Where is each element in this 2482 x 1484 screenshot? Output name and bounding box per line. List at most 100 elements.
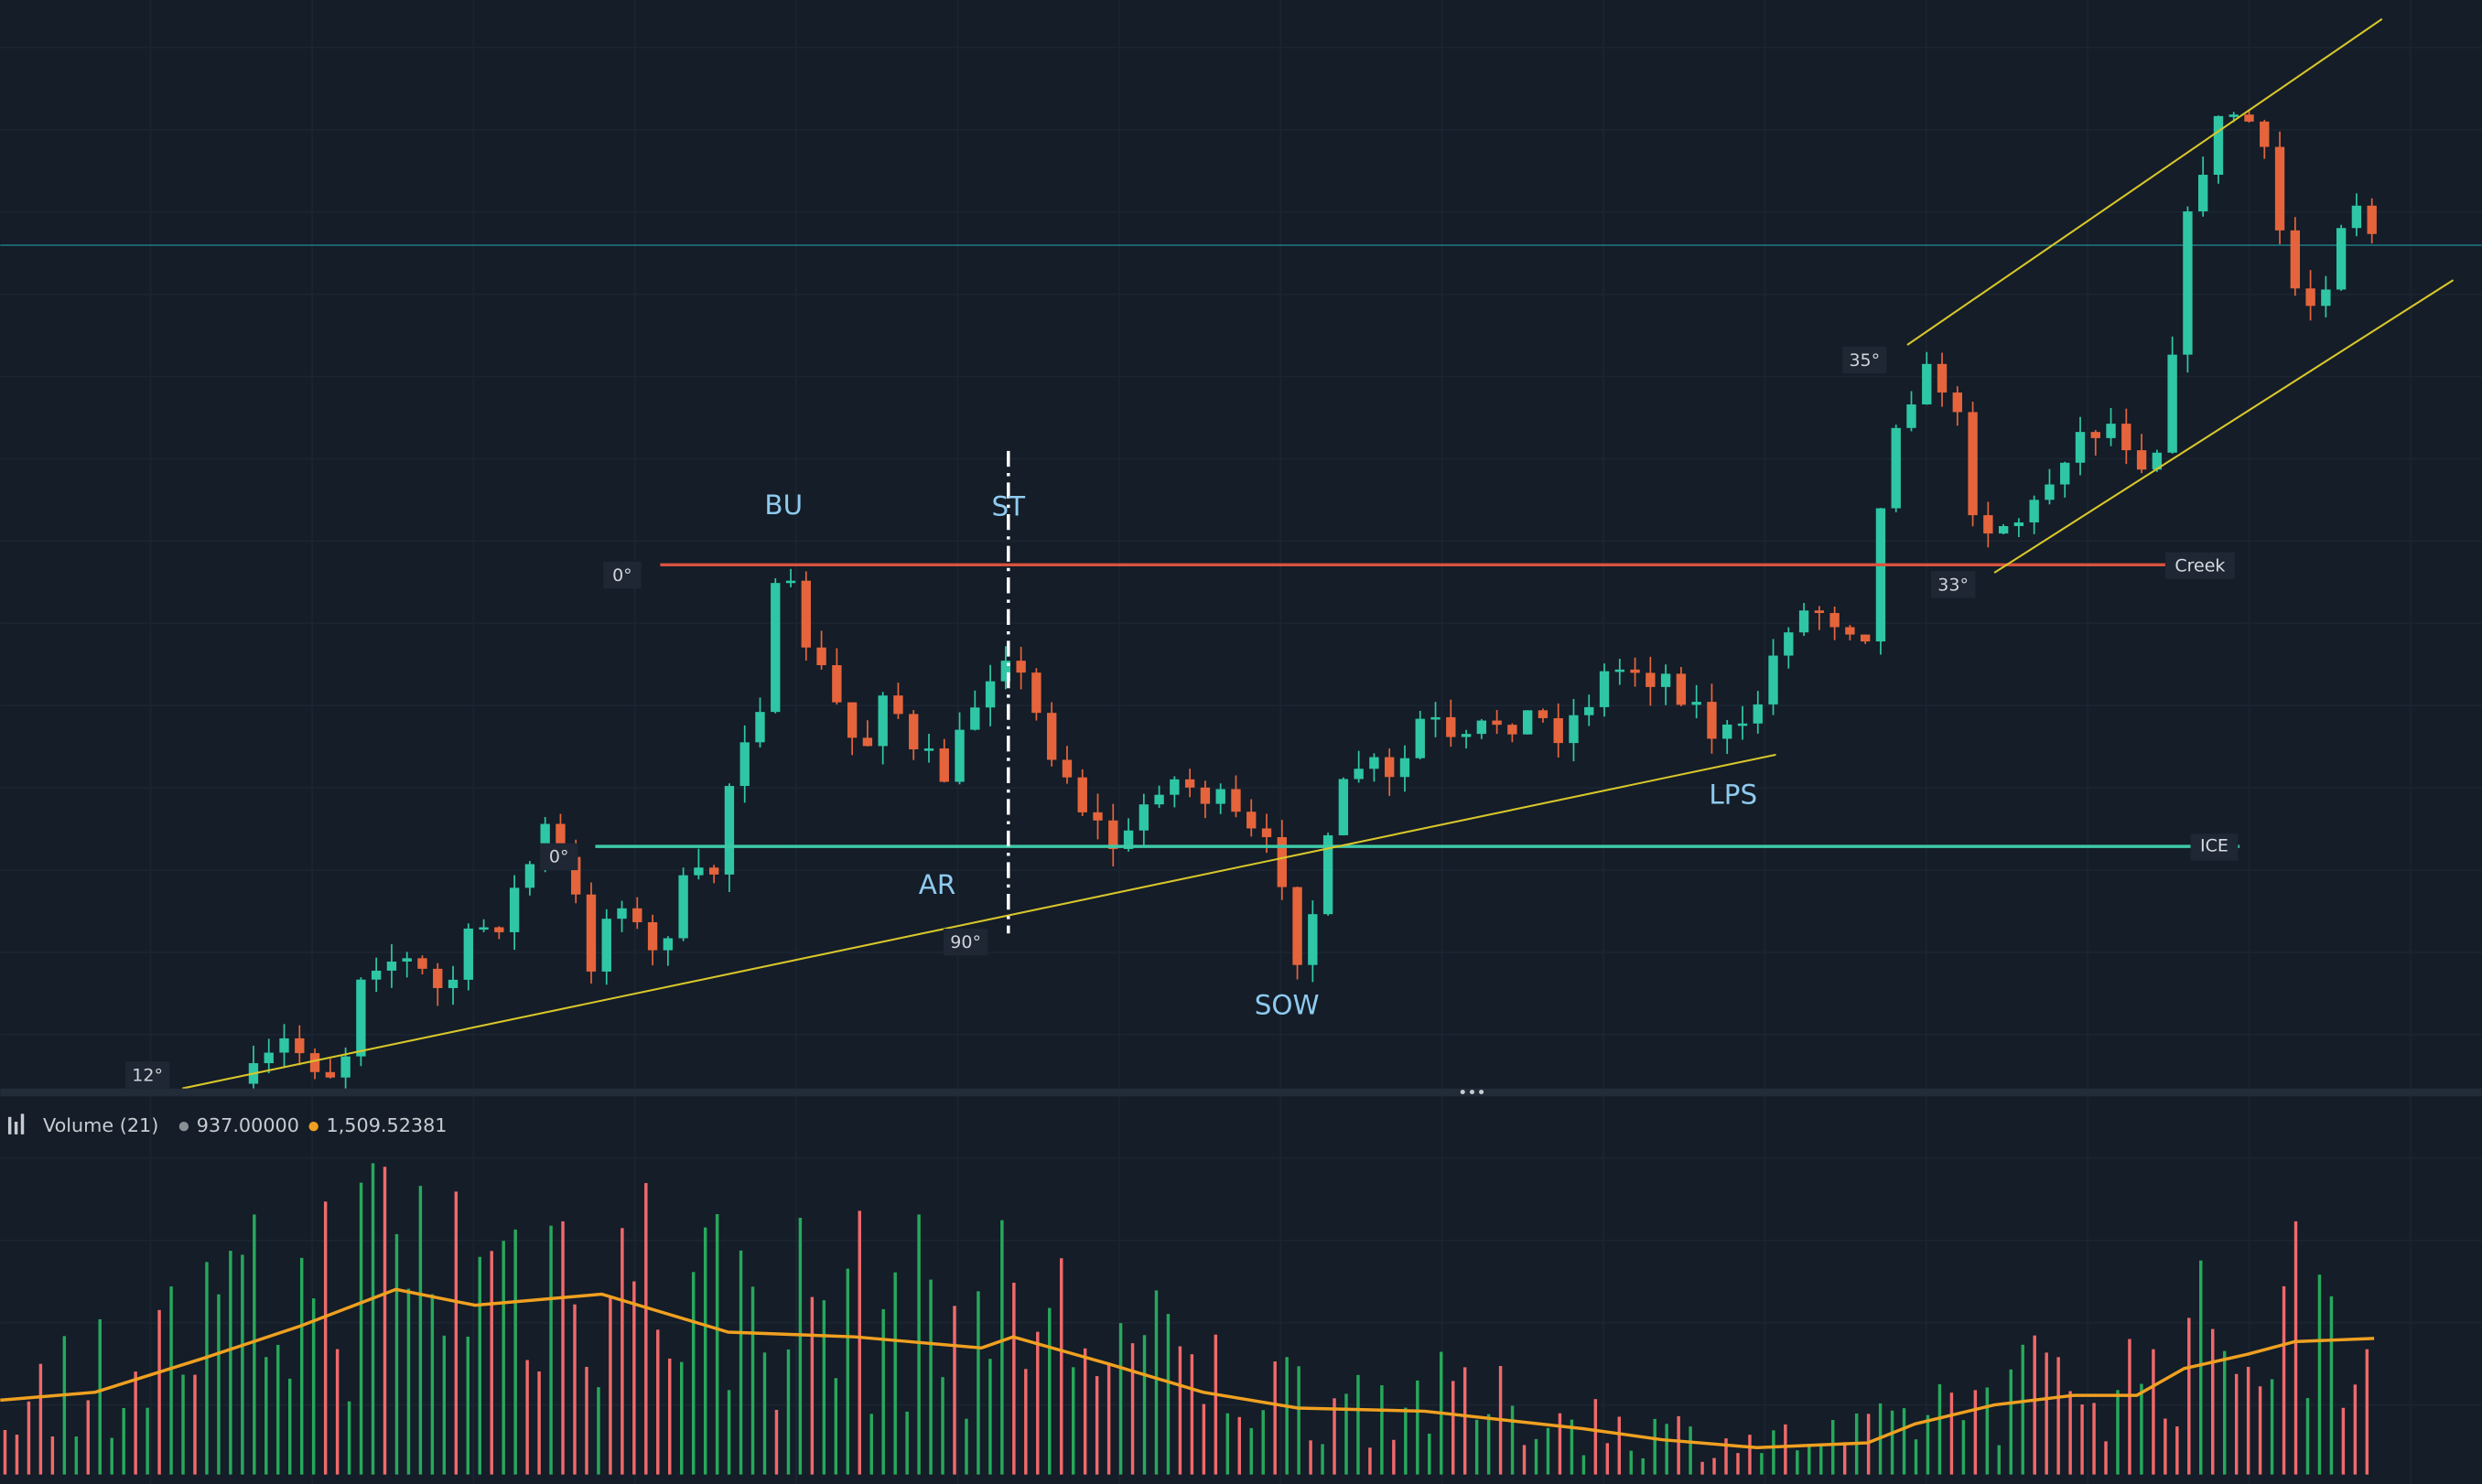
- candle-body: [2351, 205, 2362, 229]
- candle-body: [785, 580, 796, 584]
- volume-bar: [394, 1233, 399, 1475]
- candle-body: [1860, 634, 1871, 642]
- volume-bar: [2187, 1317, 2191, 1475]
- separator-handle[interactable]: •••: [1458, 1084, 1486, 1102]
- volume-bar: [1012, 1282, 1016, 1475]
- volume-bar: [1605, 1443, 1610, 1475]
- volume-bar: [2234, 1373, 2239, 1475]
- volume-bar: [1273, 1361, 1277, 1475]
- volume-bar: [1985, 1387, 1990, 1475]
- candle-body: [1829, 613, 1840, 628]
- volume-bar: [1796, 1450, 1799, 1475]
- candle-body: [386, 961, 397, 971]
- candle-body: [1292, 887, 1302, 965]
- volume-bar: [561, 1221, 565, 1475]
- volume-bar: [1333, 1398, 1336, 1475]
- level-tag-ice: ICE: [2200, 836, 2228, 856]
- volume-bar: [347, 1401, 351, 1475]
- volume-bar: [1297, 1366, 1300, 1475]
- volume-bar: [1083, 1348, 1087, 1475]
- volume-bar: [869, 1414, 873, 1475]
- candle-body: [2336, 228, 2347, 290]
- volume-bar: [1261, 1410, 1265, 1475]
- volume-bar: [442, 1335, 447, 1475]
- volume-bar: [1214, 1334, 1218, 1475]
- volume-bar: [762, 1352, 767, 1475]
- candle-body: [1062, 759, 1073, 778]
- volume-bar: [157, 1309, 161, 1475]
- volume-bar: [1653, 1418, 1656, 1475]
- volume-bar: [1842, 1442, 1847, 1475]
- candle-body: [663, 938, 674, 951]
- candle-body: [2060, 462, 2070, 485]
- candle-body: [1031, 672, 1041, 714]
- candle-body: [832, 665, 842, 703]
- candle-body: [2136, 450, 2147, 470]
- candle-body: [1261, 828, 1272, 838]
- volume-bar: [537, 1371, 541, 1475]
- volume-bar: [750, 1286, 755, 1475]
- volume-bar: [2033, 1335, 2036, 1475]
- candle-body: [1937, 363, 1948, 393]
- candle-body: [325, 1071, 336, 1078]
- volume-bar: [406, 1288, 411, 1475]
- volume-bar: [2246, 1366, 2250, 1475]
- candle-body: [601, 919, 611, 972]
- candle-body: [647, 921, 658, 951]
- volume-bar: [846, 1268, 850, 1475]
- volume-bar: [1522, 1445, 1527, 1475]
- candle-body: [1906, 404, 1916, 428]
- volume-bar: [1130, 1343, 1135, 1475]
- volume-bar: [1380, 1385, 1384, 1475]
- volume-bar: [2009, 1369, 2013, 1475]
- label-bu: BU: [764, 489, 803, 521]
- level-tag-creek: Creek: [2174, 556, 2225, 576]
- angle-label: 35°: [1849, 350, 1880, 371]
- candle-body: [694, 867, 704, 876]
- volume-bar: [1546, 1427, 1550, 1475]
- pane-separator[interactable]: [0, 1088, 2482, 1097]
- candle-body: [1046, 713, 1057, 760]
- volume-bar: [2140, 1383, 2143, 1475]
- volume-bar: [977, 1291, 980, 1475]
- volume-bar: [1997, 1445, 2002, 1475]
- volume-bar: [1902, 1408, 1906, 1475]
- volume-bar: [1830, 1420, 1835, 1475]
- candle-body: [878, 695, 888, 747]
- candle-body: [2183, 211, 2193, 355]
- volume-bar: [1617, 1416, 1622, 1475]
- candle-body: [571, 856, 581, 895]
- volume-legend: Volume (21) 937.00000 1,509.52381: [7, 1113, 448, 1136]
- candle-body: [295, 1038, 305, 1054]
- volume-bar: [715, 1214, 719, 1475]
- volume-bar: [965, 1418, 968, 1475]
- volume-bar: [2092, 1403, 2096, 1475]
- candle-body: [2367, 205, 2377, 234]
- volume-bar: [2068, 1391, 2072, 1475]
- volume-bar: [513, 1229, 517, 1475]
- volume-bar: [798, 1218, 803, 1475]
- candle-body: [556, 823, 566, 857]
- volume-bar: [1368, 1447, 1372, 1475]
- volume-bar: [1665, 1424, 1668, 1475]
- candle-body: [1875, 508, 1886, 642]
- angle-box: [943, 929, 988, 956]
- legend-icon: [7, 1116, 12, 1135]
- candle-body: [1707, 702, 1717, 739]
- volume-bar: [2353, 1384, 2358, 1475]
- volume-bar: [418, 1186, 423, 1475]
- candle-body: [1614, 669, 1624, 672]
- volume-bar: [454, 1191, 459, 1475]
- volume-bar: [1356, 1374, 1360, 1475]
- volume-bar: [288, 1378, 292, 1475]
- volume-bar: [1095, 1376, 1099, 1475]
- candle-body: [1983, 515, 1993, 534]
- volume-bar: [205, 1262, 209, 1475]
- candle-body: [1722, 724, 1732, 739]
- candle-body: [1784, 632, 1794, 656]
- candle-body: [479, 927, 489, 930]
- volume-bar: [1154, 1290, 1159, 1475]
- candle-body: [1354, 769, 1364, 780]
- candle-body: [2228, 114, 2239, 117]
